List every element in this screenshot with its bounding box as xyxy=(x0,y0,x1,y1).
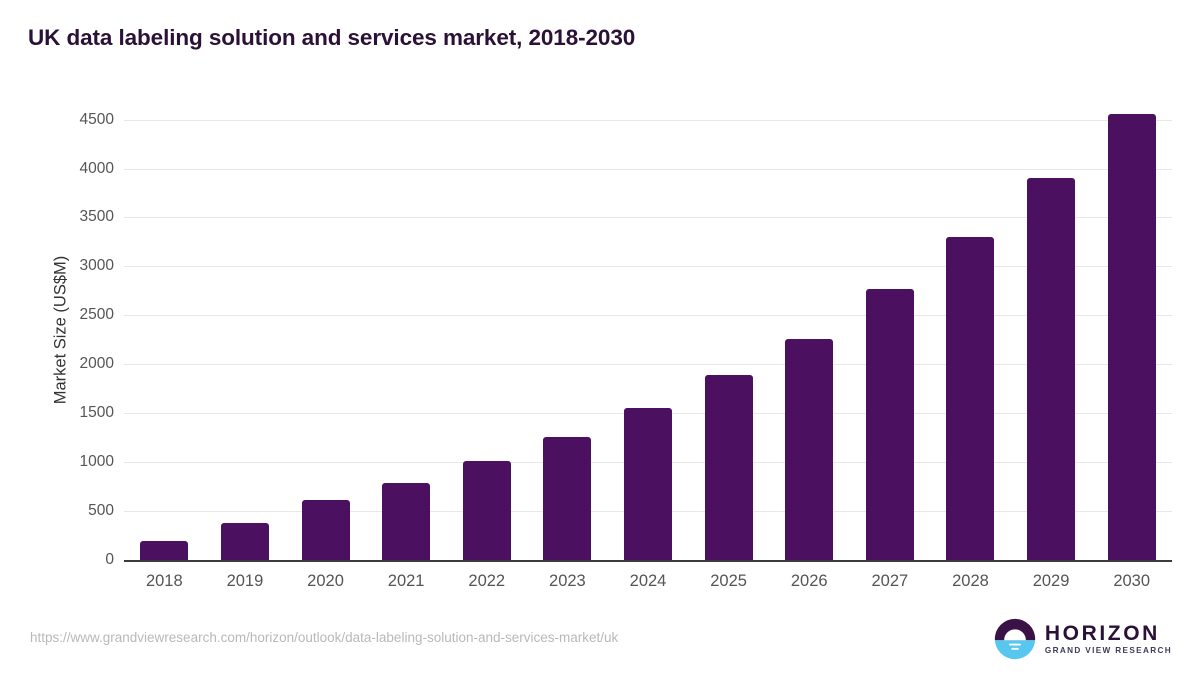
y-axis-tick-label: 1500 xyxy=(79,404,114,422)
bar[interactable] xyxy=(301,500,350,560)
x-axis-tick-label: 2025 xyxy=(710,572,747,590)
horizon-logo-text: HORIZON GRAND VIEW RESEARCH xyxy=(1045,623,1172,655)
bar[interactable] xyxy=(946,237,995,560)
x-axis-tick-label: 2026 xyxy=(790,572,828,590)
y-axis-tick-label: 4500 xyxy=(79,110,114,128)
bar[interactable] xyxy=(865,289,914,560)
x-axis-tick-label: 2020 xyxy=(307,572,344,590)
gridline xyxy=(124,364,1172,366)
gridline xyxy=(124,266,1172,268)
bar[interactable] xyxy=(785,338,834,560)
y-axis-tick-label: 4000 xyxy=(79,159,114,177)
logo-wordmark: HORIZON xyxy=(1044,621,1160,645)
bar[interactable] xyxy=(1027,177,1076,560)
x-axis-tick-label: 2019 xyxy=(226,572,264,590)
y-axis-tick-label: 1000 xyxy=(79,453,114,471)
bar[interactable] xyxy=(1107,113,1156,560)
gridline xyxy=(124,168,1172,170)
bar[interactable] xyxy=(543,436,592,560)
gridline xyxy=(124,315,1172,317)
y-axis-tick-label: 2500 xyxy=(79,306,114,324)
bar[interactable] xyxy=(382,482,431,560)
x-axis-tick-label: 2028 xyxy=(952,572,989,590)
page-title: UK data labeling solution and services m… xyxy=(28,25,636,50)
bar[interactable] xyxy=(462,461,511,560)
gridline xyxy=(124,217,1172,219)
x-axis-tick-label: 2022 xyxy=(468,572,506,590)
x-axis-ticks: 2018 2019 2020 2021 2022 2023 2024 2025 2026 2027… xyxy=(124,566,1172,596)
x-axis-tick-label: 2030 xyxy=(1113,572,1151,590)
y-axis-tick-label: 3500 xyxy=(79,208,114,226)
bar[interactable] xyxy=(220,523,269,560)
y-axis-tick-label: 3000 xyxy=(79,257,114,275)
x-axis-tick-label: 2029 xyxy=(1032,572,1070,590)
x-axis-tick-label: 2018 xyxy=(145,572,183,590)
plot-area xyxy=(124,100,1172,562)
logo-tagline: GRAND VIEW RESEARCH xyxy=(1044,645,1172,655)
x-axis-line xyxy=(124,560,1172,562)
bar[interactable] xyxy=(704,374,753,560)
y-axis-tick-label: 0 xyxy=(105,551,114,568)
y-axis-tick-label: 500 xyxy=(88,502,114,520)
gridline xyxy=(124,119,1172,121)
x-axis-tick-label: 2027 xyxy=(871,572,909,590)
x-axis-tick-label: 2024 xyxy=(629,572,667,590)
y-axis-ticks: 0 500 1000 1500 2000 2500 3000 3500 4000 4500 xyxy=(0,100,114,568)
x-axis-tick-label: 2023 xyxy=(549,572,586,590)
y-axis-tick-label: 2000 xyxy=(79,355,114,373)
bar[interactable] xyxy=(140,541,189,560)
x-axis-tick-label: 2021 xyxy=(387,572,425,590)
horizon-logo[interactable]: HORIZON GRAND VIEW RESEARCH xyxy=(994,617,1172,661)
bar[interactable] xyxy=(624,407,672,560)
source-url[interactable]: https://www.grandviewresearch.com/horizo… xyxy=(30,630,619,645)
horizon-logo-icon xyxy=(994,618,1036,660)
